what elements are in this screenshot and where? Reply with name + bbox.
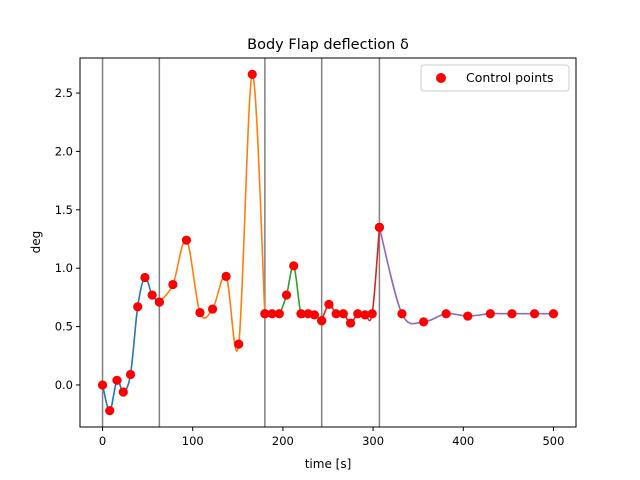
control-point-1-3 [195, 307, 205, 318]
x-axis-ticks: 0 100 200 300 400 500 [99, 427, 564, 448]
control-point-2-4 [289, 261, 299, 271]
control-point-1-0 [154, 297, 164, 307]
y-tick-label-3: 1.5 [55, 203, 73, 217]
control-point-1-7 [247, 69, 257, 79]
control-point-0-6 [140, 272, 150, 283]
y-tick-label-0: 0.0 [55, 378, 73, 392]
legend: Control points [420, 64, 570, 92]
control-point-0-0 [97, 380, 108, 390]
control-point-3-5 [353, 309, 363, 319]
x-tick-label-4: 400 [452, 434, 474, 448]
x-tick-label-5: 500 [542, 434, 564, 448]
control-point-3-6 [360, 310, 370, 320]
x-tick-label-0: 0 [99, 434, 106, 448]
y-tick-label-2: 1.0 [55, 261, 73, 275]
y-tick-label-1: 0.5 [55, 320, 73, 334]
control-point-4-8 [548, 309, 559, 319]
x-axis-label: time [s] [305, 457, 352, 471]
control-point-3-0 [317, 316, 327, 326]
y-tick-label-5: 2.5 [55, 86, 73, 100]
control-point-2-7 [309, 310, 320, 320]
control-points [97, 69, 559, 416]
legend-marker [436, 73, 446, 83]
control-point-0-3 [118, 387, 128, 397]
chart-title: Body Flap deflection δ [247, 37, 409, 53]
control-point-4-6 [507, 309, 517, 319]
phase-boundaries [101, 58, 381, 427]
y-axis-label: deg [29, 231, 43, 254]
control-point-2-2 [274, 309, 284, 319]
control-point-1-2 [181, 235, 192, 245]
control-point-3-3 [338, 309, 348, 319]
control-point-1-1 [168, 279, 178, 290]
x-tick-label-1: 100 [182, 434, 204, 448]
plot-frame [79, 57, 577, 428]
control-point-4-4 [463, 311, 473, 321]
control-point-0-7 [147, 290, 157, 300]
control-point-1-4 [207, 304, 218, 314]
series-lines [101, 73, 554, 412]
control-point-4-3 [441, 309, 451, 319]
control-point-1-6 [234, 339, 244, 349]
control-point-0-2 [112, 375, 122, 385]
control-point-2-1 [267, 309, 277, 319]
control-point-3-1 [324, 299, 334, 309]
control-point-2-3 [281, 290, 292, 300]
control-point-0-1 [105, 406, 115, 416]
x-tick-label-2: 200 [272, 434, 294, 448]
y-axis-ticks: 0.0 0.5 1.0 1.5 2.0 2.5 [55, 86, 80, 392]
control-point-3-4 [345, 318, 356, 328]
control-point-4-2 [418, 317, 429, 327]
x-tick-label-3: 300 [362, 434, 384, 448]
control-point-4-0 [374, 222, 385, 232]
control-point-2-0 [260, 309, 270, 319]
control-point-4-7 [529, 309, 540, 319]
control-point-1-5 [221, 271, 231, 281]
control-point-3-7 [367, 309, 377, 319]
control-point-3-2 [331, 309, 341, 319]
control-point-0-5 [133, 302, 143, 312]
control-point-4-1 [397, 309, 407, 319]
control-point-4-5 [485, 309, 495, 319]
control-point-0-4 [125, 369, 136, 380]
control-point-2-5 [296, 309, 306, 319]
legend-label: Control points [466, 70, 554, 85]
legend-box [420, 64, 570, 92]
y-tick-label-4: 2.0 [55, 144, 73, 158]
series-line-4 [378, 227, 554, 325]
